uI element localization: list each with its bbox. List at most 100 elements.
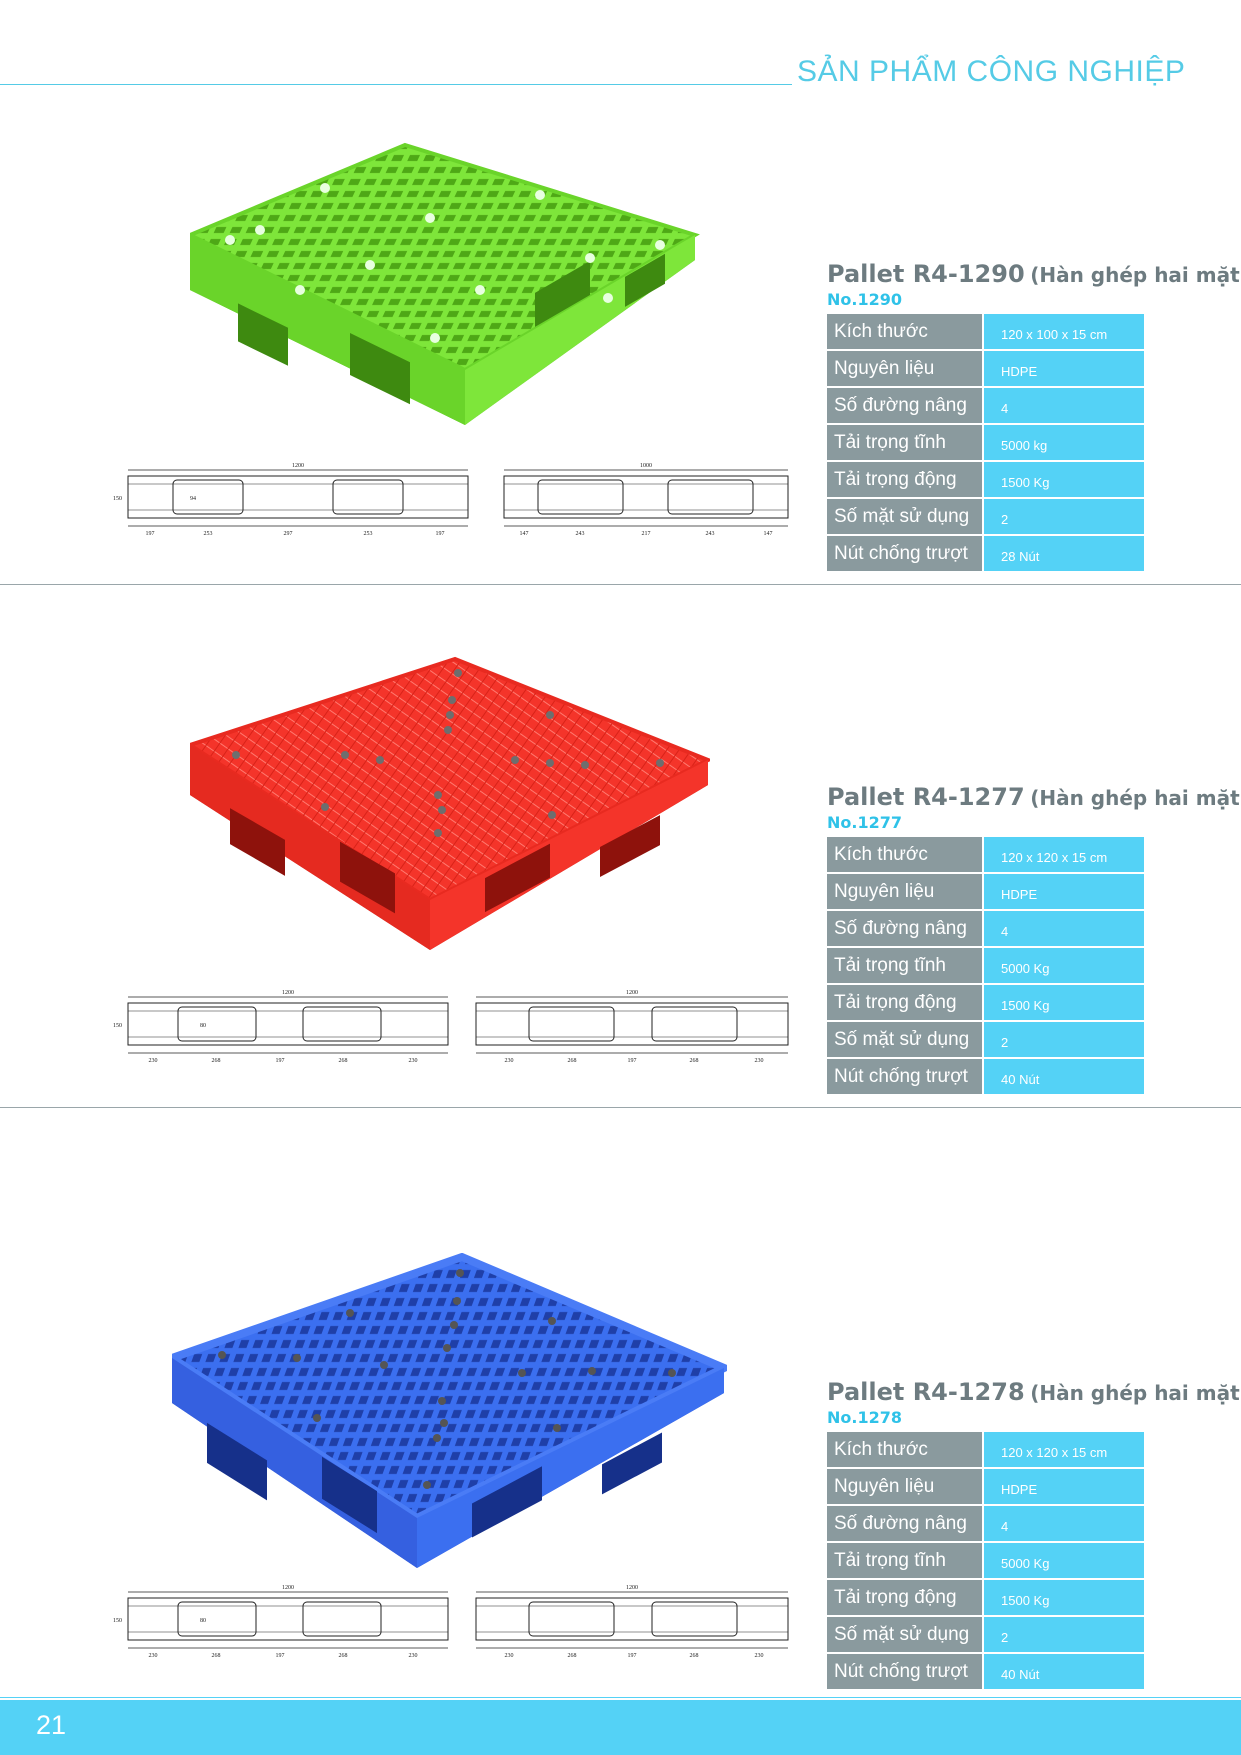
spec-value: 1500 Kg bbox=[983, 461, 1144, 499]
drawing-width-label: 1000 bbox=[640, 463, 652, 469]
spec-label: Tải trọng tĩnh bbox=[827, 947, 984, 985]
spec-row: Số mặt sử dụng 2 bbox=[827, 498, 1144, 536]
product-number: No.1277 bbox=[827, 813, 902, 832]
spec-label: Nguyên liệu bbox=[827, 1468, 984, 1506]
product-title: Pallet R4-1278 (Hàn ghép hai mặt) bbox=[827, 1380, 1241, 1404]
spec-row: Nguyên liệu HDPE bbox=[827, 873, 1144, 911]
drawing-height-label: 150 bbox=[113, 1618, 122, 1624]
drawing-dim: 197 bbox=[146, 531, 155, 537]
drawing-dim: 268 bbox=[212, 1653, 221, 1659]
spec-row: Tải trọng tĩnh 5000 Kg bbox=[827, 1542, 1144, 1580]
drawing-dim: 197 bbox=[276, 1058, 285, 1064]
pallet-image bbox=[190, 142, 700, 425]
drawing-dim: 230 bbox=[149, 1058, 158, 1064]
drawing-dim: 268 bbox=[690, 1653, 699, 1659]
header-rule bbox=[0, 84, 792, 85]
drawing-dim: 268 bbox=[690, 1058, 699, 1064]
spec-row: Kích thước 120 x 120 x 15 cm bbox=[827, 837, 1144, 874]
drawing-dim: 197 bbox=[628, 1058, 637, 1064]
spec-value: 120 x 120 x 15 cm bbox=[983, 1432, 1144, 1469]
drawing-width-label: 1200 bbox=[292, 463, 304, 469]
drawing-width-label: 1200 bbox=[282, 990, 294, 996]
technical-drawing-side: 1000 147 243 217 243 147 bbox=[503, 463, 789, 537]
spec-row: Số đường nâng 4 bbox=[827, 1505, 1144, 1543]
product-name: Pallet R4-1278 bbox=[827, 1378, 1025, 1406]
product-subtitle: (Hàn ghép hai mặt) bbox=[1030, 786, 1241, 810]
spec-label: Tải trọng tĩnh bbox=[827, 424, 984, 462]
spec-label: Số mặt sử dụng bbox=[827, 498, 984, 536]
technical-drawing-side: 1200 230 268 197 268 230 bbox=[475, 990, 789, 1064]
spec-value: 2 bbox=[983, 1021, 1144, 1059]
drawing-dim: 268 bbox=[339, 1653, 348, 1659]
spec-value: 5000 Kg bbox=[983, 947, 1144, 985]
technical-drawing-side: 1200 230 268 197 268 230 bbox=[475, 1585, 789, 1659]
drawing-dim: 230 bbox=[409, 1653, 418, 1659]
spec-label: Số đường nâng bbox=[827, 387, 984, 425]
drawing-dim: 230 bbox=[149, 1653, 158, 1659]
spec-label: Số mặt sử dụng bbox=[827, 1616, 984, 1654]
product-number: No.1290 bbox=[827, 290, 902, 309]
product-info: Pallet R4-1277 (Hàn ghép hai mặt) No.127… bbox=[827, 785, 1241, 1096]
drawing-width-label: 1200 bbox=[282, 1585, 294, 1591]
spec-row: Tải trọng tĩnh 5000 kg bbox=[827, 424, 1144, 462]
page-number: 21 bbox=[36, 1710, 67, 1740]
spec-row: Nút chống trượt 40 Nút bbox=[827, 1653, 1144, 1691]
footer-rule bbox=[0, 1697, 1241, 1698]
technical-drawing-front: 1200 150 94 197 253 297 253 197 bbox=[113, 463, 469, 537]
product-title: Pallet R4-1277 (Hàn ghép hai mặt) bbox=[827, 785, 1241, 809]
drawing-dim: 268 bbox=[339, 1058, 348, 1064]
spec-label: Nguyên liệu bbox=[827, 350, 984, 388]
spec-row: Số đường nâng 4 bbox=[827, 387, 1144, 425]
spec-value: 5000 Kg bbox=[983, 1542, 1144, 1580]
spec-label: Số đường nâng bbox=[827, 1505, 984, 1543]
drawing-dim: 230 bbox=[505, 1058, 514, 1064]
product-info: Pallet R4-1278 (Hàn ghép hai mặt) No.127… bbox=[827, 1380, 1241, 1691]
drawing-height-label: 150 bbox=[113, 1023, 122, 1029]
drawing-dim: 230 bbox=[755, 1058, 764, 1064]
spec-value: 28 Nút bbox=[983, 535, 1144, 573]
spec-row: Tải trọng động 1500 Kg bbox=[827, 1579, 1144, 1617]
drawing-dim: 253 bbox=[204, 531, 213, 537]
spec-row: Số mặt sử dụng 2 bbox=[827, 1021, 1144, 1059]
drawing-dim: 268 bbox=[568, 1653, 577, 1659]
drawing-dim: 197 bbox=[276, 1653, 285, 1659]
spec-row: Nguyên liệu HDPE bbox=[827, 1468, 1144, 1506]
spec-value: HDPE bbox=[983, 350, 1144, 388]
spec-label: Nút chống trượt bbox=[827, 1058, 984, 1096]
drawing-dim: 268 bbox=[568, 1058, 577, 1064]
spec-value: 40 Nút bbox=[983, 1653, 1144, 1691]
spec-row: Kích thước 120 x 100 x 15 cm bbox=[827, 314, 1144, 351]
section-divider bbox=[0, 1107, 1241, 1108]
spec-label: Tải trọng động bbox=[827, 984, 984, 1022]
spec-row: Tải trọng động 1500 Kg bbox=[827, 984, 1144, 1022]
spec-value: HDPE bbox=[983, 1468, 1144, 1506]
drawing-dim: 243 bbox=[706, 531, 715, 537]
spec-value: 4 bbox=[983, 387, 1144, 425]
drawing-opening-label: 94 bbox=[190, 496, 196, 502]
section-divider bbox=[0, 584, 1241, 585]
technical-drawing-front: 1200 150 80 230 268 197 268 230 bbox=[113, 990, 449, 1064]
drawing-dim: 297 bbox=[284, 531, 293, 537]
spec-label: Tải trọng tĩnh bbox=[827, 1542, 984, 1580]
drawing-width-label: 1200 bbox=[626, 990, 638, 996]
drawing-dim: 230 bbox=[409, 1058, 418, 1064]
drawing-dim: 243 bbox=[576, 531, 585, 537]
pallet-image bbox=[172, 1253, 727, 1568]
spec-row: Tải trọng tĩnh 5000 Kg bbox=[827, 947, 1144, 985]
spec-label: Tải trọng động bbox=[827, 1579, 984, 1617]
drawing-dim: 147 bbox=[520, 531, 529, 537]
spec-row: Nút chống trượt 40 Nút bbox=[827, 1058, 1144, 1096]
spec-value: 2 bbox=[983, 498, 1144, 536]
spec-label: Nút chống trượt bbox=[827, 1653, 984, 1691]
spec-label: Nguyên liệu bbox=[827, 873, 984, 911]
spec-value: 1500 Kg bbox=[983, 984, 1144, 1022]
drawing-dim: 230 bbox=[505, 1653, 514, 1659]
spec-label: Tải trọng động bbox=[827, 461, 984, 499]
spec-table: Kích thước 120 x 100 x 15 cm Nguyên liệu H… bbox=[827, 314, 1144, 573]
drawing-dim: 253 bbox=[364, 531, 373, 537]
drawing-dim: 147 bbox=[764, 531, 773, 537]
drawing-opening-label: 80 bbox=[200, 1618, 206, 1624]
spec-value: 40 Nút bbox=[983, 1058, 1144, 1096]
section-title: SẢN PHẨM CÔNG NGHIỆP bbox=[797, 55, 1186, 88]
drawing-width-label: 1200 bbox=[626, 1585, 638, 1591]
